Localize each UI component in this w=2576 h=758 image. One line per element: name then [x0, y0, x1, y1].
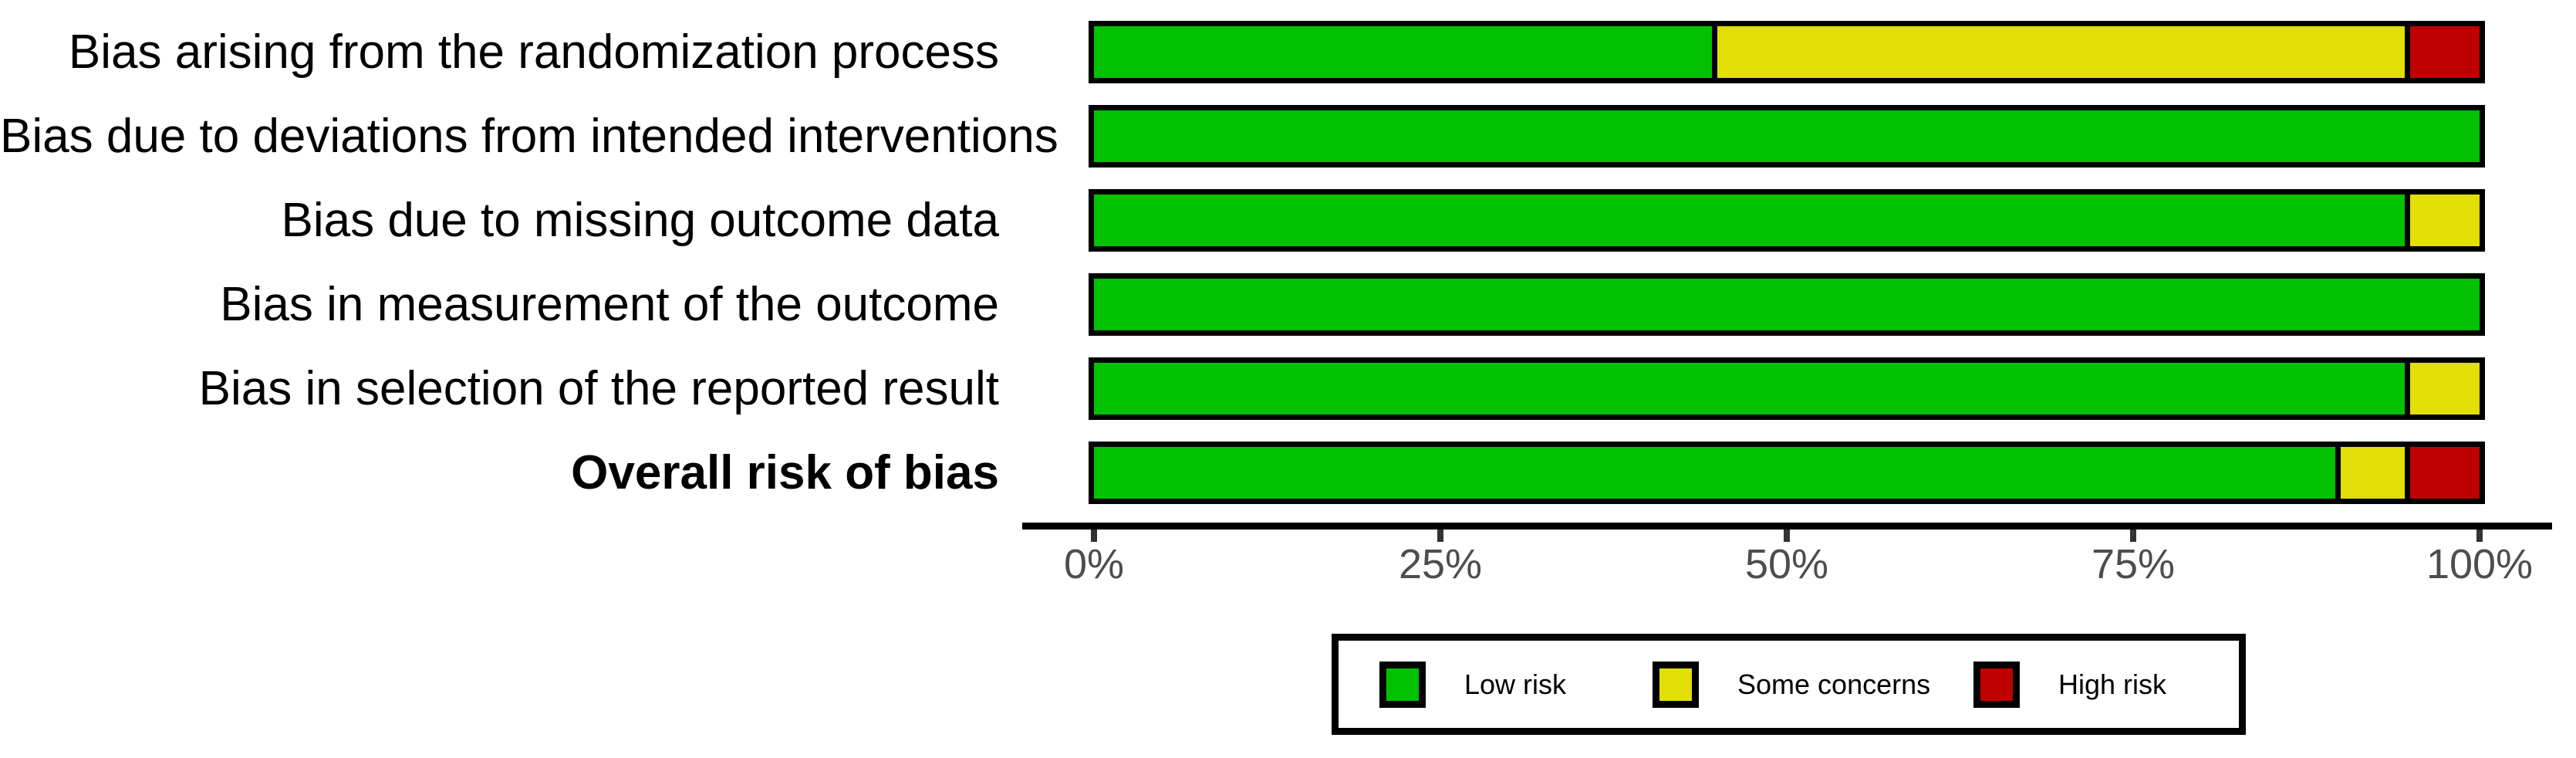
chart-row: Bias in measurement of the outcome: [0, 273, 2485, 336]
category-label: Bias in measurement of the outcome: [220, 277, 999, 331]
legend-box: Low risk Some concerns High risk: [1332, 634, 2246, 735]
category-label: Bias arising from the randomization proc…: [68, 25, 999, 79]
bar-segment-low-risk: [1094, 363, 2411, 415]
stacked-bar: [1089, 21, 2485, 83]
bar-segment-low-risk: [1094, 279, 2480, 330]
stacked-bar: [1089, 189, 2485, 252]
legend-swatch-some-concerns: [1653, 661, 1699, 708]
chart-row: Overall risk of bias: [0, 442, 2485, 504]
bar-segment-low-risk: [1094, 26, 1718, 78]
axis-tick: [1091, 530, 1097, 542]
axis-tick: [2130, 530, 2136, 542]
category-label: Bias due to deviations from intended int…: [0, 109, 1058, 163]
category-label: Bias due to missing outcome data: [281, 193, 999, 247]
axis-tick-label: 25%: [1398, 541, 1483, 587]
legend-swatch-low-risk: [1379, 661, 1426, 708]
x-axis-tick-labels: 0% 25% 50% 75% 100%: [1064, 540, 2533, 587]
category-label: Bias in selection of the reported result: [198, 361, 999, 415]
legend-label: Some concerns: [1737, 668, 1931, 700]
axis-tick: [2476, 530, 2483, 542]
stacked-bar: [1089, 357, 2485, 420]
axis-tick-label: 50%: [1744, 541, 1829, 587]
legend-swatch-high-risk: [1973, 661, 2020, 708]
bar-segment-some-concerns: [2410, 195, 2480, 246]
axis-tick-label: 75%: [2091, 541, 2176, 587]
bar-segment-low-risk: [1094, 447, 2341, 499]
axis-tick: [1784, 530, 1790, 542]
bar-segment-some-concerns: [2341, 447, 2411, 499]
chart-row: Bias arising from the randomization proc…: [0, 21, 2485, 83]
bar-segment-low-risk: [1094, 110, 2480, 162]
stacked-bar: [1089, 273, 2485, 336]
x-axis-ticks: [1091, 530, 2483, 543]
bar-segment-high-risk: [2410, 447, 2480, 499]
chart-row: Bias due to missing outcome data: [0, 189, 2485, 252]
category-label: Overall risk of bias: [571, 445, 999, 499]
bar-segment-high-risk: [2410, 26, 2480, 78]
axis-tick-label: 0%: [1063, 541, 1125, 587]
bar-segment-some-concerns: [1717, 26, 2411, 78]
bar-segment-low-risk: [1094, 195, 2411, 246]
bar-segment-some-concerns: [2410, 363, 2480, 415]
chart-row: Bias in selection of the reported result: [0, 357, 2485, 420]
stacked-bar: [1089, 105, 2485, 168]
stacked-bar: [1089, 442, 2485, 504]
chart-row: Bias due to deviations from intended int…: [0, 105, 2485, 168]
axis-tick-label: 100%: [2426, 541, 2534, 587]
bar-rows: Bias arising from the randomization proc…: [0, 21, 2485, 526]
legend-item-low-risk: Low risk: [1379, 641, 1566, 728]
axis-tick: [1437, 530, 1443, 542]
legend-item-high-risk: High risk: [1973, 641, 2166, 728]
legend-label: High risk: [2058, 668, 2167, 700]
legend-label: Low risk: [1464, 668, 1567, 700]
legend-item-some-concerns: Some concerns: [1653, 641, 1930, 728]
x-axis-line: [1022, 523, 2552, 530]
